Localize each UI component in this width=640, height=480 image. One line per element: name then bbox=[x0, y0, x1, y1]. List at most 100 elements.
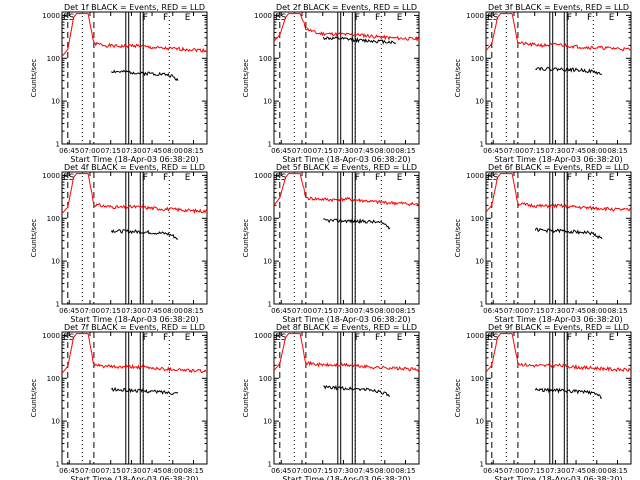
x-axis-label: Start Time (18-Apr-03 06:38:20) bbox=[282, 475, 410, 480]
x-axis-label: Start Time (18-Apr-03 06:38:20) bbox=[282, 155, 410, 164]
events-series-line bbox=[110, 228, 179, 240]
chart-title: Det 1f BLACK = Events, RED = LLD bbox=[64, 3, 205, 12]
y-axis-label: Counts/sec bbox=[454, 219, 462, 258]
x-tick-label: 08:15 bbox=[395, 307, 415, 315]
chart-panel: Det 2f BLACK = Events, RED = LLD 1 10 100 10… bbox=[242, 3, 420, 164]
events-series-line bbox=[323, 217, 391, 230]
flag-label: S bbox=[69, 333, 75, 343]
y-tick-label: 10 bbox=[51, 258, 60, 266]
x-tick-label: 07:30 bbox=[545, 467, 565, 475]
chart-title: Det 7f BLACK = Events, RED = LLD bbox=[64, 323, 205, 332]
y-tick-label: 1000 bbox=[254, 172, 272, 180]
x-tick-label: 07:15 bbox=[101, 307, 121, 315]
x-tick-label: 06:45 bbox=[271, 467, 291, 475]
x-tick-label: 07:30 bbox=[333, 307, 353, 315]
x-tick-label: 08:15 bbox=[183, 147, 203, 155]
y-tick-label: 100 bbox=[47, 375, 60, 383]
flag-label: E bbox=[609, 333, 615, 343]
y-tick-label: 100 bbox=[259, 55, 272, 63]
chart-panel: Det 1f BLACK = Events, RED = LLD 1 10 100 10… bbox=[30, 3, 208, 164]
x-tick-label: 08:15 bbox=[607, 307, 627, 315]
y-axis-label: Counts/sec bbox=[242, 219, 250, 258]
flag-label: S bbox=[69, 173, 75, 183]
x-tick-label: 07:30 bbox=[333, 467, 353, 475]
flag-label: E bbox=[63, 13, 69, 23]
y-tick-label: 1 bbox=[268, 141, 272, 149]
x-tick-label: 07:00 bbox=[292, 307, 312, 315]
y-tick-label: 1000 bbox=[42, 332, 60, 340]
chart-panel: Det 5f BLACK = Events, RED = LLD 1 10 100 10… bbox=[242, 163, 420, 324]
chart-title: Det 3f BLACK = Events, RED = LLD bbox=[488, 3, 629, 12]
x-tick-label: 07:00 bbox=[504, 147, 524, 155]
flag-label: F bbox=[355, 173, 360, 183]
flag-label: F bbox=[163, 13, 168, 23]
flag-label: S bbox=[493, 173, 499, 183]
x-tick-label: 07:30 bbox=[333, 147, 353, 155]
y-axis-label: Counts/sec bbox=[454, 59, 462, 98]
x-tick-label: 06:45 bbox=[483, 147, 503, 155]
x-tick-label: 08:15 bbox=[395, 147, 415, 155]
x-tick-label: 07:15 bbox=[525, 307, 545, 315]
lld-series-line bbox=[61, 333, 208, 374]
y-tick-label: 100 bbox=[471, 55, 484, 63]
events-series-line bbox=[110, 69, 179, 82]
flag-label: E bbox=[63, 333, 69, 343]
x-tick-label: 08:15 bbox=[607, 467, 627, 475]
x-tick-label: 07:45 bbox=[142, 307, 162, 315]
plot-frame bbox=[485, 171, 632, 305]
y-tick-label: 1000 bbox=[42, 12, 60, 20]
x-tick-label: 07:45 bbox=[354, 467, 374, 475]
x-tick-label: 08:00 bbox=[587, 467, 607, 475]
flag-label: S bbox=[493, 13, 499, 23]
flag-label: E bbox=[275, 173, 281, 183]
plot-frame bbox=[485, 11, 632, 145]
chart-panel: Det 6f BLACK = Events, RED = LLD 1 10 100 10… bbox=[454, 163, 632, 324]
flag-label: E bbox=[397, 13, 403, 23]
plot-frame bbox=[61, 331, 208, 465]
x-tick-label: 06:45 bbox=[483, 467, 503, 475]
y-tick-label: 1 bbox=[56, 141, 60, 149]
y-tick-label: 1 bbox=[56, 301, 60, 309]
flag-label: E bbox=[397, 333, 403, 343]
flag-label: E bbox=[397, 173, 403, 183]
x-tick-label: 06:45 bbox=[59, 467, 79, 475]
lld-series-line bbox=[61, 173, 208, 214]
x-tick-label: 07:15 bbox=[525, 467, 545, 475]
y-tick-label: 10 bbox=[475, 258, 484, 266]
x-tick-label: 07:00 bbox=[80, 307, 100, 315]
x-tick-label: 08:15 bbox=[395, 467, 415, 475]
y-tick-label: 100 bbox=[47, 215, 60, 223]
y-axis-label: Counts/sec bbox=[454, 379, 462, 418]
y-tick-label: 1 bbox=[480, 461, 484, 469]
y-axis-label: Counts/sec bbox=[30, 59, 38, 98]
chart-title: Det 2f BLACK = Events, RED = LLD bbox=[276, 3, 417, 12]
y-tick-label: 10 bbox=[51, 418, 60, 426]
x-tick-label: 07:30 bbox=[545, 307, 565, 315]
x-tick-label: 08:15 bbox=[183, 307, 203, 315]
y-axis-label: Counts/sec bbox=[30, 379, 38, 418]
x-tick-label: 07:00 bbox=[504, 467, 524, 475]
flag-label: S bbox=[69, 13, 75, 23]
x-axis-label: Start Time (18-Apr-03 06:38:20) bbox=[282, 315, 410, 324]
y-tick-label: 10 bbox=[263, 98, 272, 106]
chart-title: Det 6f BLACK = Events, RED = LLD bbox=[488, 163, 629, 172]
chart-panel: Det 9f BLACK = Events, RED = LLD 1 10 100 10… bbox=[454, 323, 632, 480]
y-tick-label: 1000 bbox=[466, 12, 484, 20]
events-series-line bbox=[534, 387, 603, 400]
x-tick-label: 08:00 bbox=[375, 307, 395, 315]
x-tick-label: 07:15 bbox=[313, 467, 333, 475]
x-tick-label: 08:00 bbox=[375, 467, 395, 475]
x-tick-label: 08:00 bbox=[163, 147, 183, 155]
plot-frame bbox=[273, 11, 420, 145]
x-tick-label: 07:30 bbox=[121, 307, 141, 315]
flag-label: E bbox=[609, 173, 615, 183]
plot-frame bbox=[485, 331, 632, 465]
flag-label: E bbox=[275, 333, 281, 343]
flag-label: F bbox=[587, 13, 592, 23]
x-tick-label: 07:15 bbox=[313, 147, 333, 155]
y-tick-label: 10 bbox=[475, 418, 484, 426]
flag-label: F bbox=[355, 13, 360, 23]
events-series-line bbox=[323, 384, 391, 397]
x-tick-label: 08:00 bbox=[163, 307, 183, 315]
